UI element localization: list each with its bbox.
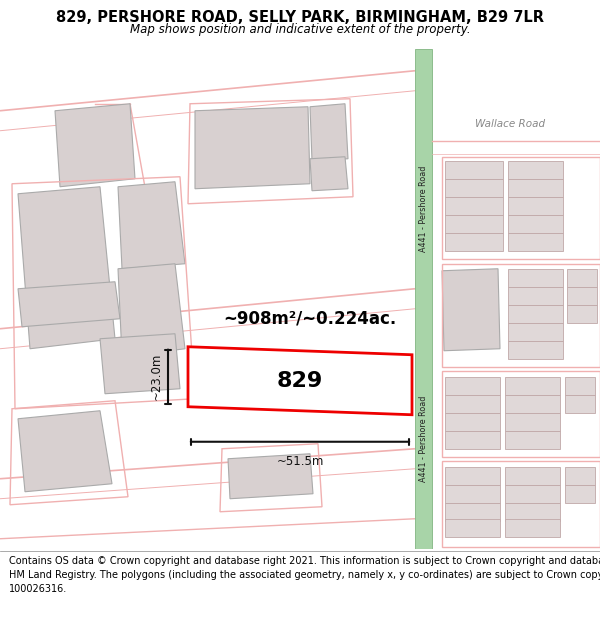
Bar: [445, 232, 503, 251]
Bar: [505, 503, 560, 521]
Bar: [508, 341, 563, 359]
Bar: [445, 395, 500, 412]
Bar: [567, 287, 597, 305]
Text: Map shows position and indicative extent of the property.: Map shows position and indicative extent…: [130, 23, 470, 36]
Bar: [508, 161, 563, 179]
Bar: [445, 431, 500, 449]
Bar: [445, 503, 500, 521]
Polygon shape: [118, 264, 185, 357]
Bar: [445, 197, 503, 215]
Bar: [508, 215, 563, 232]
Bar: [508, 197, 563, 215]
Polygon shape: [310, 157, 348, 191]
Bar: [505, 377, 560, 395]
Polygon shape: [100, 334, 180, 394]
Bar: [445, 161, 503, 179]
Text: ~23.0m: ~23.0m: [150, 353, 163, 401]
Bar: [445, 179, 503, 197]
Bar: [445, 412, 500, 431]
Polygon shape: [18, 187, 115, 349]
Polygon shape: [228, 454, 313, 499]
Polygon shape: [55, 104, 135, 187]
Polygon shape: [415, 49, 432, 594]
Bar: [508, 322, 563, 341]
Bar: [445, 467, 500, 485]
Text: ~908m²/~0.224ac.: ~908m²/~0.224ac.: [223, 310, 397, 328]
Polygon shape: [18, 411, 112, 492]
Bar: [508, 269, 563, 287]
Text: A441 - Pershore Road: A441 - Pershore Road: [419, 166, 427, 252]
Bar: [505, 485, 560, 502]
Text: 829: 829: [277, 371, 323, 391]
Polygon shape: [442, 269, 500, 351]
Polygon shape: [18, 282, 120, 327]
Text: Wallace Road: Wallace Road: [475, 119, 545, 129]
Polygon shape: [195, 107, 310, 189]
Bar: [445, 485, 500, 502]
Bar: [505, 412, 560, 431]
Polygon shape: [310, 104, 348, 161]
Bar: [445, 215, 503, 232]
Text: Contains OS data © Crown copyright and database right 2021. This information is : Contains OS data © Crown copyright and d…: [9, 556, 600, 594]
Bar: [565, 377, 595, 395]
Bar: [565, 467, 595, 485]
Bar: [567, 305, 597, 322]
Bar: [445, 519, 500, 537]
Bar: [505, 395, 560, 412]
Bar: [508, 179, 563, 197]
Bar: [565, 485, 595, 502]
Bar: [567, 269, 597, 287]
Polygon shape: [118, 182, 185, 269]
Bar: [505, 467, 560, 485]
Text: A441 - Pershore Road: A441 - Pershore Road: [419, 396, 427, 482]
Bar: [445, 377, 500, 395]
Text: ~51.5m: ~51.5m: [277, 455, 323, 468]
Bar: [505, 519, 560, 537]
Bar: [565, 395, 595, 412]
Bar: [508, 287, 563, 305]
Bar: [505, 431, 560, 449]
Bar: [508, 305, 563, 322]
Text: 829, PERSHORE ROAD, SELLY PARK, BIRMINGHAM, B29 7LR: 829, PERSHORE ROAD, SELLY PARK, BIRMINGH…: [56, 10, 544, 25]
Bar: [508, 232, 563, 251]
Polygon shape: [188, 347, 412, 415]
